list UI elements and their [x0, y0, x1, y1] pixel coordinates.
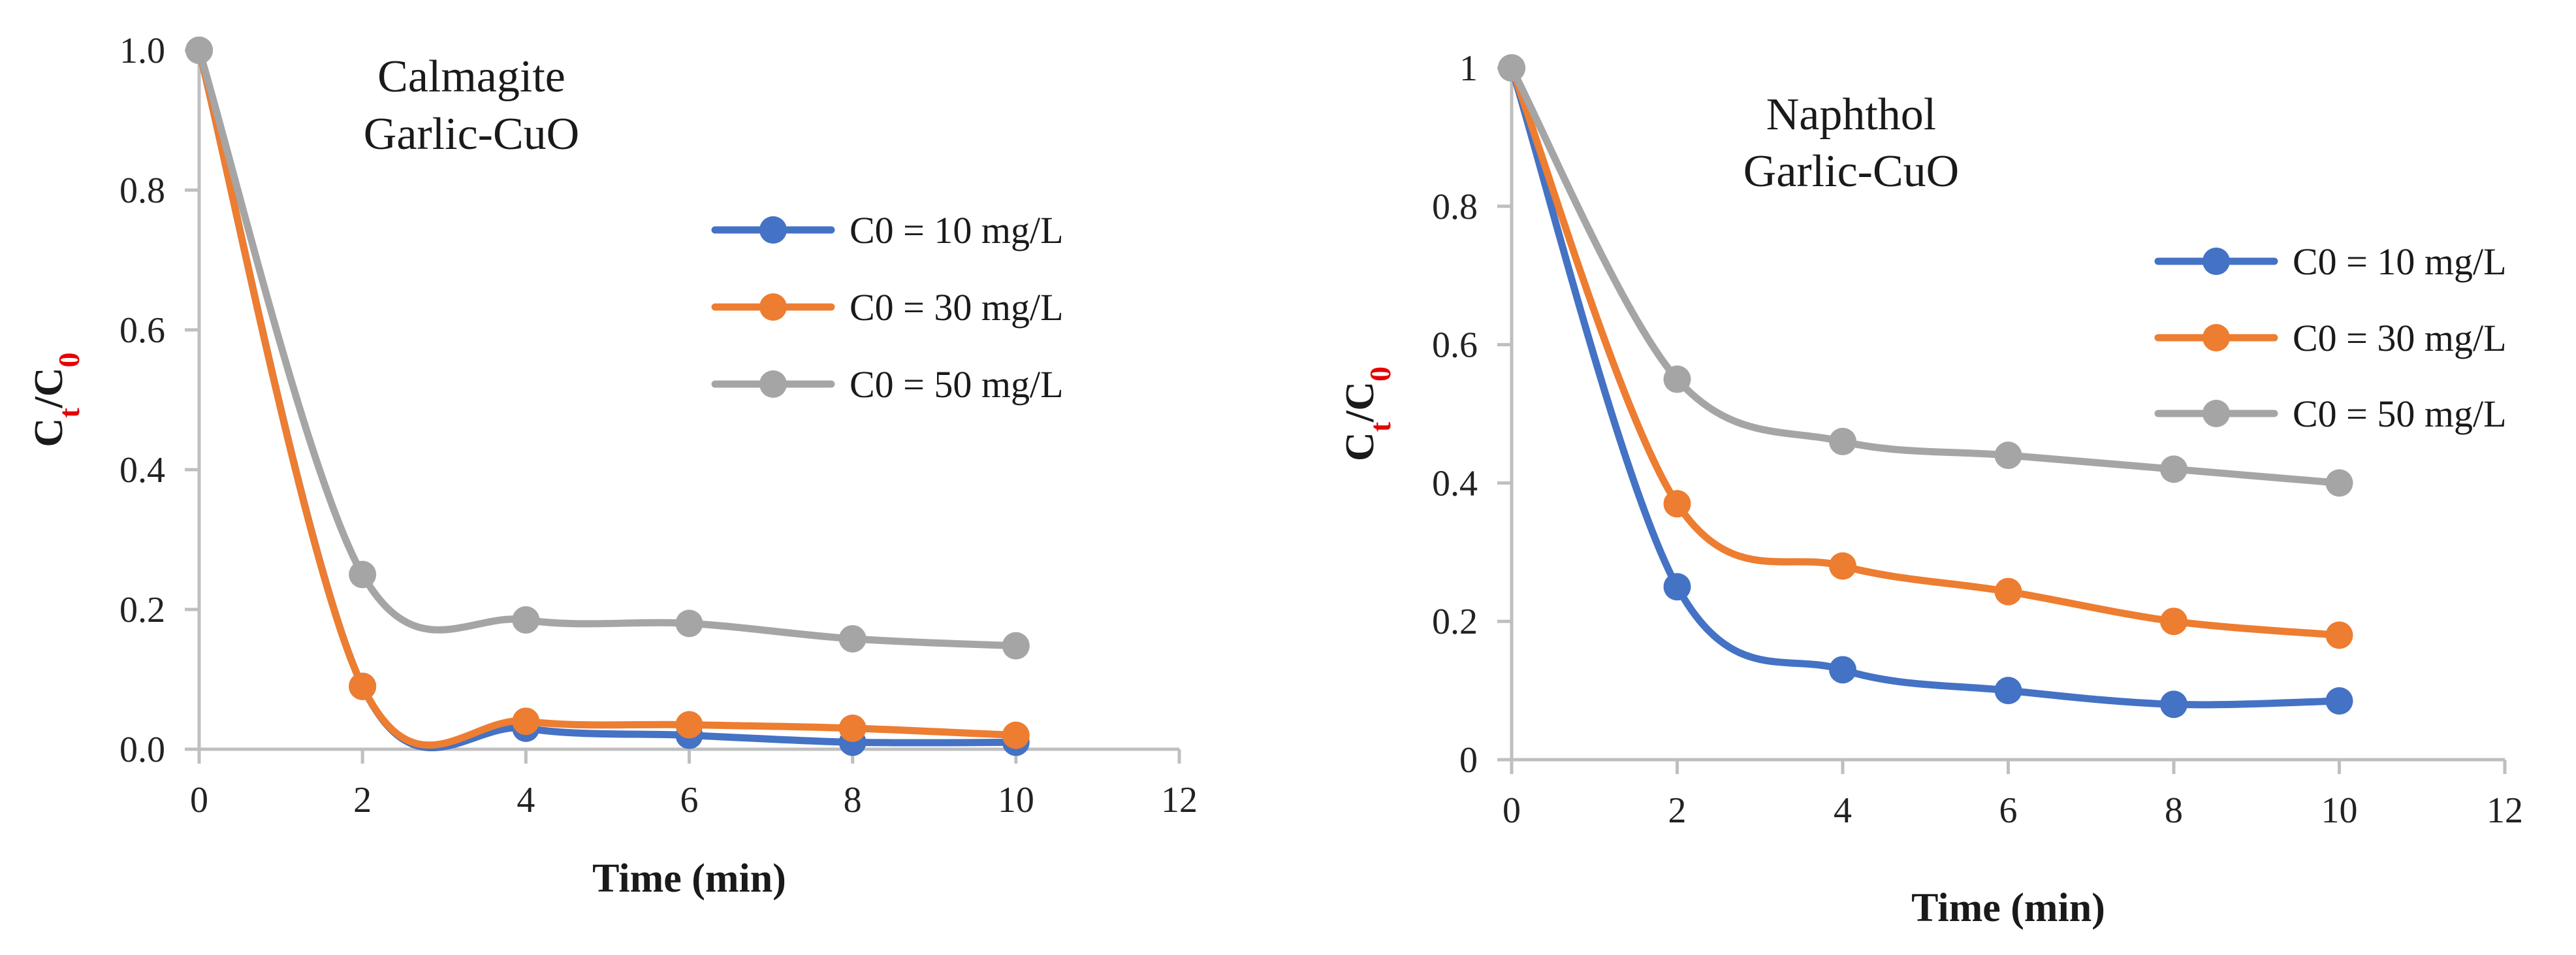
y-tick-label: 0	[1459, 740, 1478, 781]
series-2	[1498, 54, 2353, 649]
legend-item: C0 = 30 mg/L	[2154, 317, 2507, 359]
legend-marker	[759, 370, 787, 398]
data-point	[1994, 677, 2022, 705]
x-tick-label: 8	[844, 780, 862, 820]
y-tick-label: 0.4	[1432, 463, 1478, 504]
legend-label: C0 = 30 mg/L	[850, 286, 1064, 329]
x-tick-label: 0	[1503, 790, 1521, 831]
y-tick-label: 0.2	[119, 590, 165, 630]
chart-title-line: Calmagite	[377, 52, 565, 102]
data-point	[1663, 490, 1691, 518]
data-point	[1002, 632, 1030, 660]
y-axis-title: Ct/C0	[1338, 366, 1397, 461]
data-point	[1829, 656, 1856, 684]
legend-marker	[759, 293, 787, 321]
y-axis-title: Ct/C0	[27, 352, 86, 447]
legend-item: C0 = 30 mg/L	[711, 286, 1064, 329]
x-tick-label: 8	[2165, 790, 2183, 831]
chart-title-line: Garlic-CuO	[364, 109, 579, 159]
data-point	[349, 560, 377, 589]
x-tick-label: 10	[998, 780, 1034, 820]
data-point	[185, 37, 213, 64]
data-point	[512, 707, 540, 736]
series-3	[185, 37, 1030, 660]
data-point	[2325, 469, 2353, 497]
y-tick-label: 0.6	[119, 310, 165, 351]
chart-title-line: Naphthol	[1766, 89, 1937, 140]
data-point	[512, 606, 540, 634]
y-tick-label: 1.0	[119, 31, 165, 71]
x-axis-title: Time (min)	[1911, 886, 2105, 930]
data-point	[2325, 687, 2353, 715]
legend-marker	[2202, 400, 2230, 427]
legend-marker	[2202, 248, 2230, 275]
y-tick-label: 0.2	[1432, 602, 1478, 642]
x-tick-label: 2	[1668, 790, 1687, 831]
legend-label: C0 = 50 mg/L	[2293, 393, 2507, 435]
y-tick-label: 0.8	[1432, 187, 1478, 227]
legend-item: C0 = 10 mg/L	[2154, 240, 2507, 283]
y-tick-label: 0.0	[119, 730, 165, 770]
y-tick-label: 0.4	[119, 450, 165, 491]
x-tick-label: 6	[680, 780, 699, 820]
data-point	[675, 711, 703, 739]
y-tick-label: 1	[1459, 48, 1478, 89]
chart-2: 0 2 4 6 8 10 12 0 0.2 0.4 0.6 0.8 1 Time (min) Ct/C0 Na…	[1338, 48, 2523, 930]
data-point	[838, 624, 867, 653]
legend-item: C0 = 50 mg/L	[711, 363, 1064, 406]
y-tick-label: 0.6	[1432, 325, 1478, 366]
legend-item: C0 = 10 mg/L	[711, 209, 1064, 251]
data-point	[2160, 607, 2187, 636]
y-tick-label: 0.8	[119, 170, 165, 211]
data-point	[2325, 621, 2353, 649]
x-tick-label: 12	[2487, 790, 2523, 831]
x-tick-label: 4	[1834, 790, 1852, 831]
legend-label: C0 = 30 mg/L	[2293, 317, 2507, 359]
legend-label: C0 = 10 mg/L	[850, 209, 1064, 251]
data-point	[1663, 365, 1691, 393]
data-point	[675, 609, 703, 638]
series-2	[185, 37, 1030, 749]
series-1	[1498, 54, 2353, 719]
data-point	[1663, 573, 1691, 601]
data-point	[349, 672, 377, 700]
chart-title-line: Garlic-CuO	[1743, 146, 1959, 197]
legend-item: C0 = 50 mg/L	[2154, 393, 2507, 435]
data-point	[1994, 442, 2022, 470]
chart-1: 0 2 4 6 8 10 12 0.0 0.2 0.4 0.6 0.8 1.0 Time (min) Ct/…	[27, 31, 1198, 901]
data-point	[1498, 54, 1525, 82]
legend-label: C0 = 10 mg/L	[2293, 240, 2507, 283]
data-point	[1994, 577, 2022, 606]
x-axis-title: Time (min)	[592, 856, 786, 901]
series-3	[1498, 54, 2353, 497]
data-point	[2160, 455, 2187, 483]
data-point	[1829, 552, 1856, 580]
x-tick-label: 4	[517, 780, 535, 820]
x-tick-label: 6	[1999, 790, 2018, 831]
x-tick-label: 10	[2321, 790, 2358, 831]
x-tick-label: 12	[1161, 780, 1198, 820]
legend-label: C0 = 50 mg/L	[850, 363, 1064, 406]
data-point	[1002, 721, 1030, 749]
legend-marker	[2202, 324, 2230, 351]
data-point	[1829, 427, 1856, 455]
legend-marker	[759, 216, 787, 244]
x-tick-label: 2	[353, 780, 372, 820]
data-point	[838, 714, 867, 742]
data-point	[2160, 690, 2187, 719]
x-tick-label: 0	[190, 780, 208, 820]
